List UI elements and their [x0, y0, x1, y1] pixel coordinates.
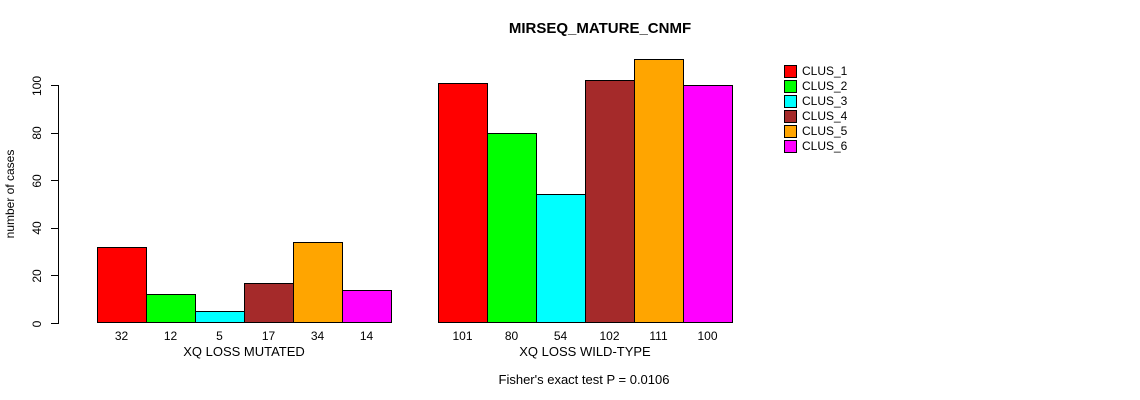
y-tick: [51, 275, 58, 277]
bar-value-label: 34: [310, 329, 325, 343]
bar-clus_5: [293, 242, 343, 323]
bar-value-label: 32: [114, 329, 129, 343]
bar-clus_2: [487, 133, 537, 323]
bar-value-label: 12: [163, 329, 178, 343]
bar-clus_5: [634, 59, 684, 323]
legend-item: CLUS_4: [784, 109, 847, 124]
y-tick-label: 0: [30, 320, 44, 327]
fisher-test-annotation: Fisher's exact test P = 0.0106: [498, 372, 670, 387]
bar-value-label: 100: [697, 329, 718, 343]
bar-value-label: 101: [452, 329, 473, 343]
legend-swatch: [784, 110, 797, 123]
y-tick: [51, 323, 58, 324]
y-tick: [51, 180, 58, 182]
group-label: XQ LOSS MUTATED: [183, 344, 305, 359]
legend-label: CLUS_3: [802, 94, 848, 108]
legend-label: CLUS_4: [802, 109, 848, 123]
bar-value-label: 14: [359, 329, 374, 343]
group-label: XQ LOSS WILD-TYPE: [519, 344, 651, 359]
legend-item: CLUS_6: [784, 139, 847, 154]
legend-swatch: [784, 125, 797, 138]
y-axis-line: [58, 85, 59, 324]
bar-clus_4: [244, 283, 294, 323]
bar-value-label: 80: [504, 329, 519, 343]
bar-clus_4: [585, 80, 635, 323]
legend-item: CLUS_5: [784, 124, 847, 139]
legend-swatch: [784, 80, 797, 93]
legend-swatch: [784, 140, 797, 153]
legend: CLUS_1 CLUS_2 CLUS_3 CLUS_4 CLUS_5 CLUS_6: [784, 64, 847, 154]
bar-clus_3: [536, 194, 586, 323]
legend-item: CLUS_1: [784, 64, 847, 79]
y-tick-label: 100: [30, 75, 44, 96]
legend-label: CLUS_5: [802, 124, 848, 138]
y-tick: [51, 227, 58, 229]
bar-clus_6: [683, 85, 733, 323]
bar-clus_1: [438, 83, 488, 323]
y-tick: [51, 85, 58, 86]
legend-swatch: [784, 65, 797, 78]
y-tick-label: 20: [30, 269, 44, 283]
legend-label: CLUS_6: [802, 139, 848, 153]
bar-clus_1: [97, 247, 147, 323]
bar-value-label: 102: [599, 329, 620, 343]
bar-value-label: 5: [216, 329, 223, 343]
legend-item: CLUS_3: [784, 94, 847, 109]
y-tick-label: 80: [30, 126, 44, 140]
bar-value-label: 17: [261, 329, 276, 343]
bar-clus_3: [195, 311, 245, 323]
bar-clus_2: [146, 294, 196, 323]
y-tick-label: 40: [30, 221, 44, 235]
legend-label: CLUS_1: [802, 64, 848, 78]
bar-clus_6: [342, 290, 392, 323]
legend-label: CLUS_2: [802, 79, 848, 93]
bar-value-label: 111: [649, 329, 668, 343]
bar-value-label: 54: [553, 329, 568, 343]
legend-swatch: [784, 95, 797, 108]
y-tick-label: 60: [30, 174, 44, 188]
y-tick: [51, 132, 58, 134]
legend-item: CLUS_2: [784, 79, 847, 94]
chart-title: MIRSEQ_MATURE_CNMF: [508, 20, 692, 37]
